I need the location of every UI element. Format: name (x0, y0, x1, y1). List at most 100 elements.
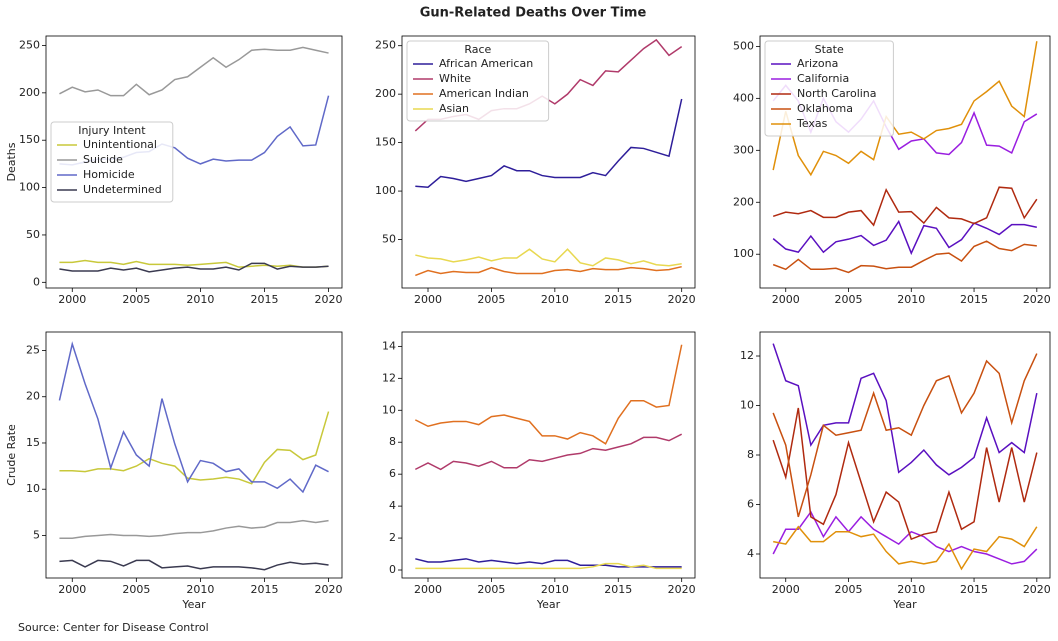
y-tick-label: 10 (740, 399, 754, 412)
y-tick-label: 12 (382, 371, 396, 384)
y-tick-label: 100 (19, 181, 40, 194)
series-line (772, 343, 1038, 476)
y-tick-label: 200 (733, 195, 754, 208)
x-tick-label: 2020 (315, 583, 343, 596)
x-axis-label: Year (892, 598, 917, 611)
series-line (59, 46, 329, 97)
x-tick-label: 2020 (668, 583, 696, 596)
y-tick-label: 10 (26, 482, 40, 495)
y-tick-label: 4 (389, 499, 396, 512)
x-tick-label: 2005 (477, 293, 505, 306)
series-line (59, 519, 329, 539)
legend-box (764, 40, 894, 137)
y-tick-label: 0 (389, 563, 396, 576)
y-tick-label: 0 (33, 275, 40, 288)
y-tick-label: 150 (375, 136, 396, 149)
x-axis-label: Year (536, 598, 561, 611)
legend-title: State (815, 43, 844, 56)
x-tick-label: 2015 (604, 293, 632, 306)
series-line (772, 219, 1037, 256)
y-tick-label: 6 (747, 497, 754, 510)
x-tick-label: 2005 (835, 293, 863, 306)
legend-label: Arizona (797, 57, 838, 70)
x-tick-label: 2020 (668, 293, 696, 306)
source-note: Source: Center for Disease Control (18, 621, 209, 634)
y-axis-label: Crude Rate (5, 424, 18, 486)
x-tick-label: 2005 (122, 583, 150, 596)
plot-frame (759, 35, 1051, 289)
x-tick-label: 2015 (960, 583, 988, 596)
y-tick-label: 10 (382, 403, 396, 416)
series-line (415, 248, 682, 267)
y-tick-label: 100 (733, 247, 754, 260)
x-tick-label: 2000 (414, 293, 442, 306)
y-tick-label: 8 (389, 435, 396, 448)
series-line (415, 265, 682, 277)
x-tick-label: 2005 (122, 293, 150, 306)
legend-box (406, 40, 550, 122)
legend-label: Texas (796, 117, 828, 130)
legend-title: Injury Intent (78, 124, 146, 137)
x-tick-label: 2005 (477, 583, 505, 596)
series-line (59, 411, 330, 485)
legend-label: American Indian (439, 87, 529, 100)
series-line (415, 562, 682, 570)
x-tick-label: 2015 (250, 293, 278, 306)
y-tick-label: 500 (733, 39, 754, 52)
series-line (772, 41, 1038, 177)
legend-label: Suicide (83, 153, 123, 166)
y-axis-label: Deaths (5, 142, 18, 181)
x-tick-label: 2000 (58, 583, 86, 596)
x-tick-label: 2020 (1023, 583, 1051, 596)
y-tick-label: 25 (26, 343, 40, 356)
legend-label: North Carolina (797, 87, 877, 100)
series-line (772, 240, 1037, 274)
legend-label: Undetermined (83, 183, 162, 196)
y-tick-label: 5 (33, 528, 40, 541)
y-tick-label: 100 (375, 184, 396, 197)
y-tick-label: 20 (26, 390, 40, 403)
legend-label: Unintentional (83, 138, 157, 151)
plot-frame (45, 35, 343, 289)
y-tick-label: 250 (19, 38, 40, 51)
x-tick-label: 2000 (414, 583, 442, 596)
plot-frame (401, 331, 696, 579)
y-tick-label: 250 (375, 39, 396, 52)
series-line (58, 341, 329, 494)
series-line (772, 353, 1038, 518)
y-tick-label: 8 (747, 448, 754, 461)
series-line (772, 510, 1038, 565)
y-tick-label: 14 (382, 339, 396, 352)
y-tick-label: 400 (733, 91, 754, 104)
y-tick-label: 6 (389, 467, 396, 480)
legend-label: African American (439, 57, 533, 70)
legend-label: California (797, 72, 849, 85)
x-tick-label: 2015 (604, 583, 632, 596)
series-line (772, 407, 1038, 541)
y-tick-label: 50 (26, 228, 40, 241)
series-line (772, 186, 1038, 227)
series-line (59, 262, 329, 273)
series-line (414, 344, 683, 445)
x-axis-label: Year (181, 598, 206, 611)
series-line (59, 559, 329, 571)
x-tick-label: 2010 (186, 583, 214, 596)
x-tick-label: 2000 (772, 583, 800, 596)
legend-label: Oklahoma (797, 102, 853, 115)
series-line (773, 525, 1038, 571)
x-tick-label: 2010 (897, 583, 925, 596)
series-line (415, 98, 683, 188)
y-tick-label: 15 (26, 436, 40, 449)
legend-title: Race (464, 43, 491, 56)
x-tick-label: 2015 (960, 293, 988, 306)
x-tick-label: 2020 (1023, 293, 1051, 306)
y-tick-label: 200 (375, 87, 396, 100)
series-line (59, 259, 329, 268)
legend-label: Asian (439, 102, 469, 115)
x-tick-label: 2015 (250, 583, 278, 596)
y-tick-label: 150 (19, 133, 40, 146)
